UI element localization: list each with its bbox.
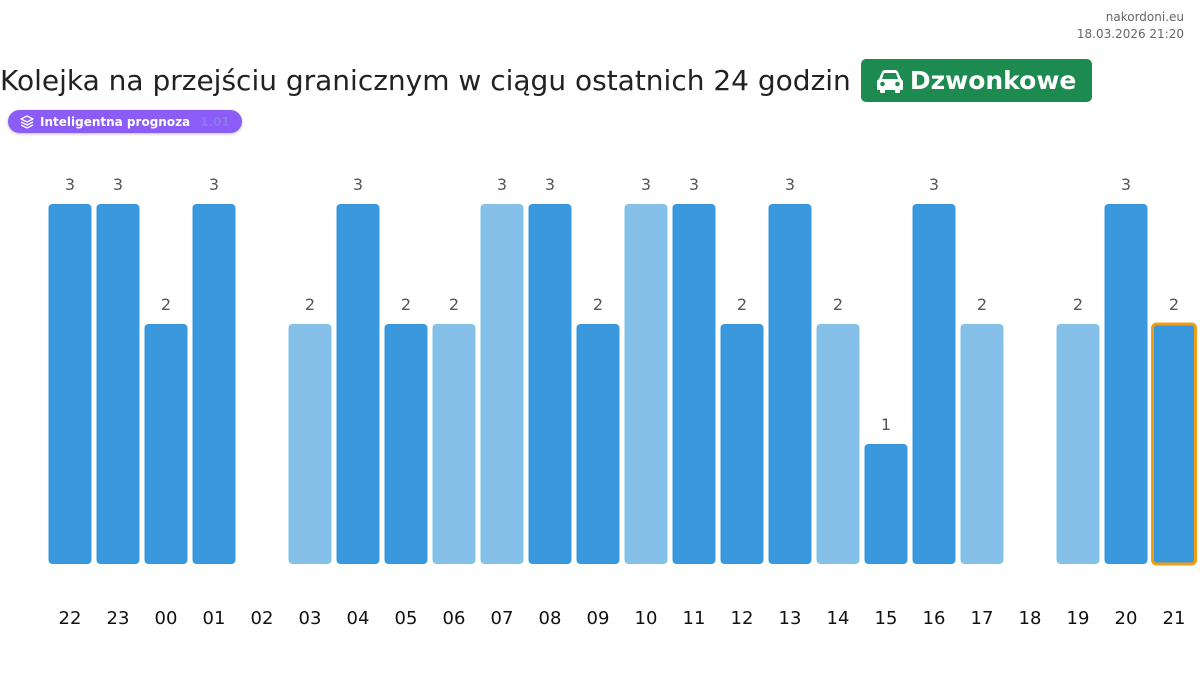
x-tick-label-10: 10 xyxy=(635,608,658,629)
bar-03[interactable] xyxy=(288,324,332,564)
x-tick-label-04: 04 xyxy=(347,608,370,629)
forecast-badge[interactable]: Inteligentna prognoza 1.01 xyxy=(8,110,242,133)
bar-value-label-13: 3 xyxy=(785,175,795,194)
x-tick-label-06: 06 xyxy=(443,608,466,629)
bar-value-label-05: 2 xyxy=(401,295,411,314)
car-icon xyxy=(876,69,903,93)
x-tick-label-20: 20 xyxy=(1115,608,1138,629)
forecast-label: Inteligentna prognoza xyxy=(40,114,191,129)
bar-value-label-12: 2 xyxy=(737,295,747,314)
bar-value-label-00: 2 xyxy=(161,295,171,314)
bar-value-label-22: 3 xyxy=(65,175,75,194)
x-tick-label-00: 00 xyxy=(155,608,178,629)
x-tick-label-15: 15 xyxy=(875,608,898,629)
bar-17[interactable] xyxy=(960,324,1004,564)
crossing-name: Dzwonkowe xyxy=(909,66,1077,95)
bar-value-label-03: 2 xyxy=(305,295,315,314)
x-tick-label-13: 13 xyxy=(779,608,802,629)
bar-value-label-06: 2 xyxy=(449,295,459,314)
site-name: nakordoni.eu xyxy=(1105,10,1184,24)
bar-value-label-08: 3 xyxy=(545,175,555,194)
bar-12[interactable] xyxy=(720,324,764,564)
bar-value-label-15: 1 xyxy=(881,415,891,434)
x-tick-label-17: 17 xyxy=(971,608,994,629)
bar-08[interactable] xyxy=(528,204,572,564)
layers-icon xyxy=(20,114,34,129)
bar-value-label-14: 2 xyxy=(833,295,843,314)
x-tick-label-18: 18 xyxy=(1019,608,1042,629)
bar-value-label-09: 2 xyxy=(593,295,603,314)
bar-value-label-19: 2 xyxy=(1073,295,1083,314)
bar-00[interactable] xyxy=(144,324,188,564)
x-tick-label-23: 23 xyxy=(107,608,130,629)
page-title: Kolejka na przejściu granicznym w ciągu … xyxy=(0,64,851,97)
bar-value-label-23: 3 xyxy=(113,175,123,194)
bar-value-label-21: 2 xyxy=(1169,295,1179,314)
bar-13[interactable] xyxy=(768,204,812,564)
forecast-version: 1.01 xyxy=(200,114,230,129)
bar-01[interactable] xyxy=(192,204,236,564)
bar-value-label-10: 3 xyxy=(641,175,651,194)
bar-23[interactable] xyxy=(96,204,140,564)
x-tick-label-12: 12 xyxy=(731,608,754,629)
x-tick-label-22: 22 xyxy=(59,608,82,629)
x-tick-label-01: 01 xyxy=(203,608,226,629)
bar-21[interactable] xyxy=(1151,322,1197,566)
x-tick-label-02: 02 xyxy=(251,608,274,629)
source-info: nakordoni.eu 18.03.2026 21:20 xyxy=(1077,9,1184,43)
bar-09[interactable] xyxy=(576,324,620,564)
bar-value-label-11: 3 xyxy=(689,175,699,194)
x-tick-label-03: 03 xyxy=(299,608,322,629)
x-tick-label-08: 08 xyxy=(539,608,562,629)
x-tick-label-21: 21 xyxy=(1163,608,1186,629)
bar-value-label-17: 2 xyxy=(977,295,987,314)
bar-19[interactable] xyxy=(1056,324,1100,564)
x-tick-label-09: 09 xyxy=(587,608,610,629)
x-tick-label-11: 11 xyxy=(683,608,706,629)
bar-value-label-20: 3 xyxy=(1121,175,1131,194)
x-tick-label-19: 19 xyxy=(1067,608,1090,629)
x-tick-label-07: 07 xyxy=(491,608,514,629)
bar-22[interactable] xyxy=(48,204,92,564)
bar-value-label-01: 3 xyxy=(209,175,219,194)
x-tick-label-14: 14 xyxy=(827,608,850,629)
crossing-name-badge: Dzwonkowe xyxy=(860,59,1093,102)
bar-15[interactable] xyxy=(864,444,908,564)
bar-04[interactable] xyxy=(336,204,380,564)
x-tick-label-05: 05 xyxy=(395,608,418,629)
bar-10[interactable] xyxy=(624,204,668,564)
bar-11[interactable] xyxy=(672,204,716,564)
bar-value-label-16: 3 xyxy=(929,175,939,194)
bar-06[interactable] xyxy=(432,324,476,564)
bar-value-label-07: 3 xyxy=(497,175,507,194)
bar-07[interactable] xyxy=(480,204,524,564)
x-tick-label-16: 16 xyxy=(923,608,946,629)
timestamp: 18.03.2026 21:20 xyxy=(1076,27,1184,41)
bar-16[interactable] xyxy=(912,204,956,564)
bar-20[interactable] xyxy=(1104,204,1148,564)
bar-05[interactable] xyxy=(384,324,428,564)
bar-value-label-04: 3 xyxy=(353,175,363,194)
bar-14[interactable] xyxy=(816,324,860,564)
title-row: Kolejka na przejściu granicznym w ciągu … xyxy=(0,59,1093,102)
